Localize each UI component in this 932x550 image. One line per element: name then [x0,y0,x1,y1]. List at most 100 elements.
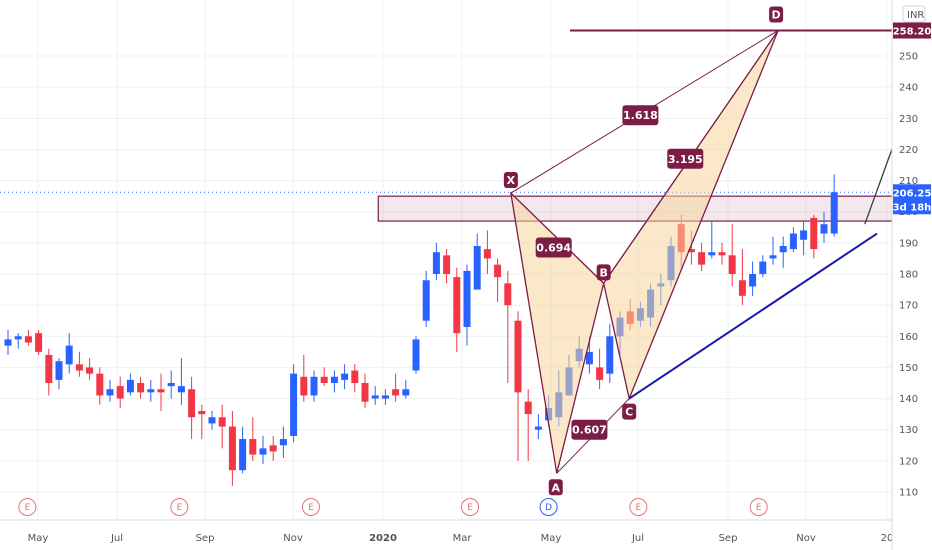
candle-body [126,379,134,393]
candle [810,214,818,259]
candle-body [269,445,277,452]
candle-body [279,439,287,446]
candle [208,411,216,430]
candle-body [412,339,420,371]
candle-body [483,249,491,259]
event-markers: EEEEDEEE [18,498,768,516]
candle-body [106,389,114,396]
candle-body [698,252,706,265]
target-price-tag-text: 258.20 [893,27,932,38]
candle-body [300,376,308,396]
candle-body [830,192,838,234]
pattern-point-label: A [548,479,563,496]
candle [728,224,736,287]
event-marker-text: E [467,503,473,513]
candle-body [473,245,481,290]
candle-body [514,320,522,393]
pattern-point-box [596,264,611,281]
x-tick-label: May [541,533,562,544]
dividend-marker: D [539,498,558,516]
candle [249,417,257,461]
pattern-point-box [769,6,784,23]
y-tick-label: 120 [899,456,918,467]
candle-body [55,361,63,380]
candle-body [422,280,430,321]
candle [65,333,73,374]
y-axis[interactable]: 1101201301401501601701801902002102202302… [891,0,932,550]
ratio-label-text: 1.618 [623,109,658,122]
candle-body [4,339,12,346]
candle [402,379,410,399]
pattern-point-label: B [596,264,611,281]
earnings-marker: E [629,498,648,516]
candle [494,258,502,303]
candle-body [320,376,328,383]
y-tick-label: 180 [899,270,918,281]
candle-body [453,277,461,334]
candle-body [585,351,593,365]
y-tick-label: 220 [899,145,918,156]
candle [361,373,369,408]
candle [198,404,206,440]
currency-label: INR [907,10,924,21]
y-tick-label: 210 [899,176,918,187]
candle [830,174,838,237]
candle [310,370,318,402]
candle [412,336,420,374]
pattern-point-text: B [599,266,607,279]
candle-body [810,217,818,250]
candle-body [708,252,716,256]
candle [106,379,114,402]
candle-body [800,230,808,240]
pattern-point-box [548,479,563,496]
earnings-marker: E [170,498,189,516]
target-price-tag [893,22,931,39]
candle-body [137,382,145,393]
candle [147,379,155,402]
candle-body [157,389,165,393]
candle [239,426,247,474]
candle [738,249,746,306]
countdown-text: 3d 18h [893,202,932,213]
x-tick-label: Sep [719,533,738,544]
candle-body [198,411,206,415]
candle-body [738,280,746,296]
candle-body [789,233,797,250]
candle [167,370,175,399]
candle-body [718,252,726,256]
candle-body [769,255,777,259]
candle [75,351,83,377]
x-tick-label: Jul [110,533,123,544]
candle [188,376,196,440]
pattern-point-label: X [503,172,518,189]
candle [35,330,43,355]
candle [473,233,481,290]
candle [24,330,32,346]
candle-body [167,382,175,387]
candle-body [239,439,247,471]
candle-body [402,389,410,396]
candle [177,358,185,405]
candle [300,354,308,402]
candle-body [749,274,757,287]
earnings-marker: E [461,498,480,516]
candle [769,236,777,265]
candle-body [14,336,22,340]
candle [718,242,726,265]
candle-body [361,382,369,402]
candle [351,364,359,393]
event-marker-circle [461,498,480,516]
ratio-label: 3.195 [667,148,704,169]
candle-body [728,255,736,275]
candle [708,221,716,259]
ratio-label-box [622,105,659,126]
candle-body [606,336,614,374]
event-marker-text: D [545,503,552,513]
candle-body [147,389,155,393]
candle [422,270,430,327]
candle [698,242,706,271]
candle-body [381,395,389,399]
current-price-tag-text: 206.25 [893,188,932,199]
y-tick-label: 250 [899,52,918,63]
